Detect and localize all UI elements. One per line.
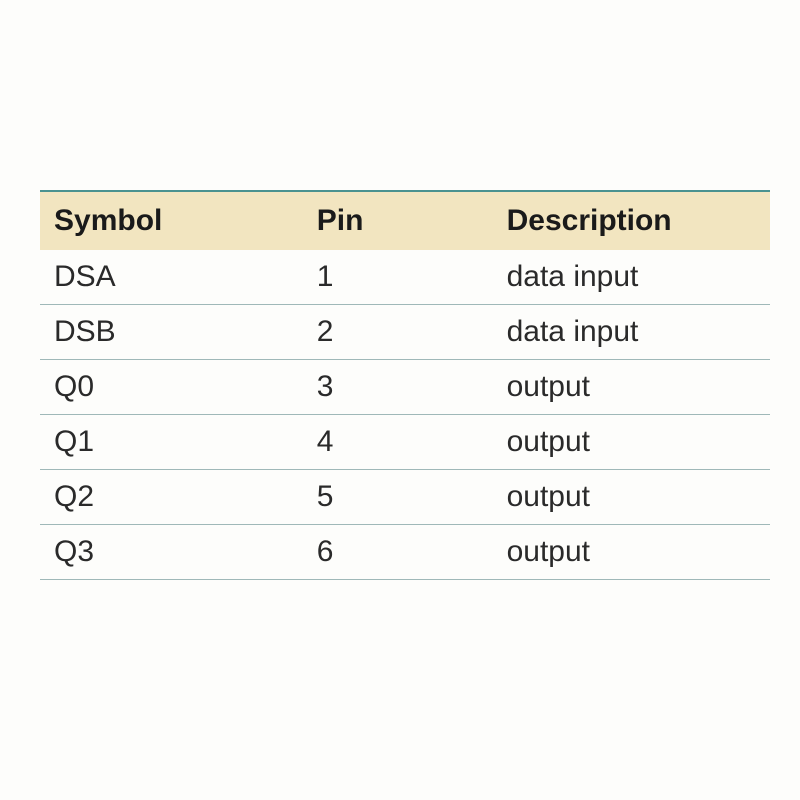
cell-symbol: Q1 bbox=[40, 415, 303, 470]
table-row: DSA 1 data input bbox=[40, 250, 770, 305]
cell-pin: 1 bbox=[303, 250, 493, 305]
col-header-pin: Pin bbox=[303, 191, 493, 250]
cell-description: data input bbox=[493, 250, 770, 305]
cell-pin: 5 bbox=[303, 470, 493, 525]
table-row: DSB 2 data input bbox=[40, 305, 770, 360]
col-header-description: Description bbox=[493, 191, 770, 250]
cell-description: output bbox=[493, 415, 770, 470]
cell-symbol: Q0 bbox=[40, 360, 303, 415]
table-row: Q3 6 output bbox=[40, 525, 770, 580]
table-row: Q2 5 output bbox=[40, 470, 770, 525]
table-row: Q0 3 output bbox=[40, 360, 770, 415]
col-header-symbol: Symbol bbox=[40, 191, 303, 250]
cell-description: output bbox=[493, 525, 770, 580]
cell-pin: 3 bbox=[303, 360, 493, 415]
pin-table: Symbol Pin Description DSA 1 data input … bbox=[40, 190, 770, 580]
table-header-row: Symbol Pin Description bbox=[40, 191, 770, 250]
cell-pin: 6 bbox=[303, 525, 493, 580]
cell-symbol: DSB bbox=[40, 305, 303, 360]
cell-description: output bbox=[493, 470, 770, 525]
table-row: Q1 4 output bbox=[40, 415, 770, 470]
cell-pin: 4 bbox=[303, 415, 493, 470]
cell-description: output bbox=[493, 360, 770, 415]
pin-table-container: Symbol Pin Description DSA 1 data input … bbox=[40, 190, 770, 580]
cell-symbol: Q3 bbox=[40, 525, 303, 580]
cell-symbol: DSA bbox=[40, 250, 303, 305]
cell-symbol: Q2 bbox=[40, 470, 303, 525]
cell-pin: 2 bbox=[303, 305, 493, 360]
cell-description: data input bbox=[493, 305, 770, 360]
